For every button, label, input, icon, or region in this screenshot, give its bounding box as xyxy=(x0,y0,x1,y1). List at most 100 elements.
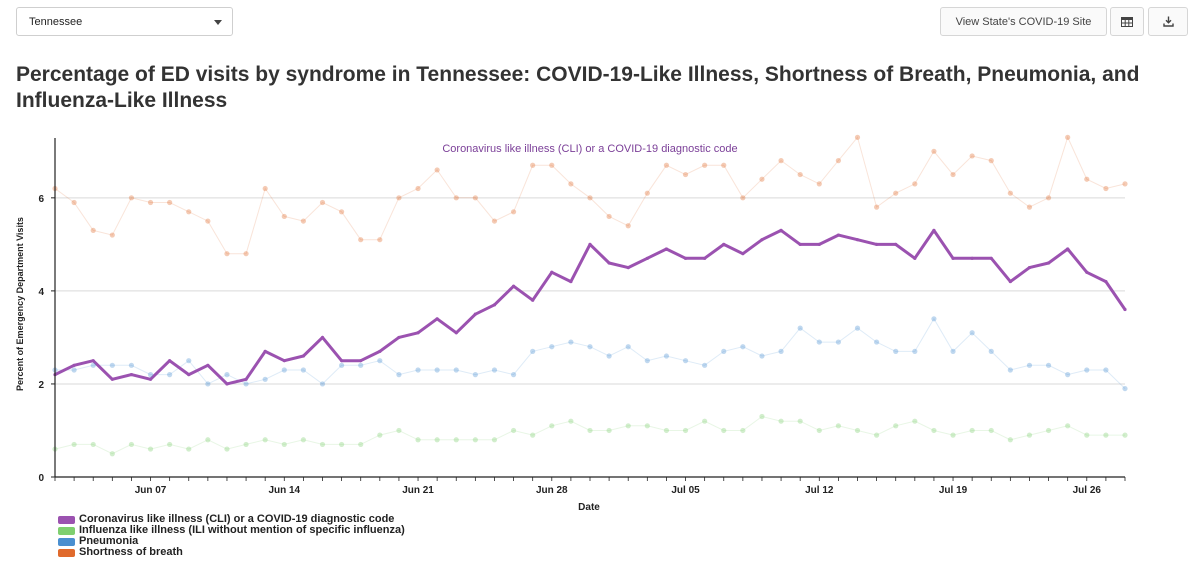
legend-label-sob: Shortness of breath xyxy=(79,546,183,558)
view-state-site-button[interactable]: View State's COVID-19 Site xyxy=(940,7,1107,36)
series-0-point xyxy=(168,359,172,363)
series-2-point xyxy=(128,362,135,368)
y-axis-label: Percent of Emergency Department Visits xyxy=(15,217,25,391)
series-0-point xyxy=(397,335,401,340)
series-0-point xyxy=(722,242,726,246)
series-3-point xyxy=(415,185,421,192)
series-3-point xyxy=(682,171,689,178)
series-1-point xyxy=(109,451,115,457)
legend-label-ili: Influenza like illness (ILI without ment… xyxy=(79,524,405,536)
series-1-point xyxy=(415,437,421,443)
axes xyxy=(54,138,1125,478)
series-1-point xyxy=(1045,427,1052,434)
legend-item-cli[interactable]: Coronavirus like illness (CLI) or a COVI… xyxy=(58,514,405,525)
x-tick-label: Jun 07 xyxy=(135,485,167,496)
series-3-point xyxy=(740,195,746,201)
series-2-point xyxy=(491,367,498,373)
legend-swatch-cli xyxy=(58,515,75,524)
series-0-point xyxy=(1123,307,1127,312)
series-0-point xyxy=(263,349,267,353)
series-3-point xyxy=(262,185,268,192)
series-3-point xyxy=(1065,134,1071,140)
series-2-point xyxy=(702,362,708,368)
series-3-point xyxy=(224,251,230,257)
series-0-point xyxy=(473,312,477,316)
series-0-point xyxy=(187,373,191,377)
series-3-point xyxy=(625,223,631,229)
legend-swatch-pneumonia xyxy=(58,537,75,546)
series-0-point xyxy=(244,377,248,381)
series-2-point xyxy=(472,372,478,378)
series-0-point xyxy=(817,242,821,246)
series-3-point xyxy=(90,227,96,234)
series-2-point xyxy=(319,381,326,387)
series-1-point xyxy=(358,441,364,448)
series-2-point xyxy=(759,353,765,359)
series-2-point xyxy=(835,339,841,345)
series-3-point xyxy=(319,199,326,206)
x-tick-label: Jul 26 xyxy=(1073,485,1102,496)
series-1-point xyxy=(816,427,822,434)
series-2-point xyxy=(1122,385,1128,392)
series-0-point xyxy=(836,233,840,237)
syndrome-line-chart: 0 2 4 6 Jun 07 Jun 14 Jun 21 Jun 28 Jul 05 Jul 12… xyxy=(15,134,1128,513)
series-2-point xyxy=(415,367,421,373)
series-0-point xyxy=(91,359,95,363)
top-bar: Tennessee View State's COVID-19 Site xyxy=(0,0,1200,44)
series-3-point xyxy=(358,237,364,243)
series-1-point xyxy=(319,441,326,448)
series-0-point xyxy=(626,266,630,270)
series-3-point xyxy=(912,181,918,187)
series-lines xyxy=(54,135,1127,455)
series-1-point xyxy=(912,418,918,424)
series-3-point xyxy=(854,134,861,140)
state-select[interactable]: Tennessee xyxy=(16,7,233,36)
series-3-point xyxy=(167,199,173,206)
series-2-point xyxy=(549,344,555,350)
series-1-point xyxy=(721,427,727,434)
series-3-point xyxy=(587,195,593,201)
series-1-point xyxy=(339,441,345,448)
series-3-point xyxy=(950,171,956,178)
series-1-point xyxy=(186,446,192,452)
series-3-point xyxy=(893,190,899,196)
series-0-point xyxy=(282,359,286,363)
chart-title: Coronavirus like illness (CLI) or a COVI… xyxy=(442,143,737,155)
series-2-point xyxy=(797,325,803,331)
series-2-point xyxy=(587,344,593,350)
series-2-point xyxy=(1045,362,1052,368)
series-3-point xyxy=(1045,195,1052,201)
download-button[interactable] xyxy=(1148,7,1188,36)
series-2-point xyxy=(205,381,211,387)
legend-item-sob[interactable]: Shortness of breath xyxy=(58,547,405,558)
series-1-point xyxy=(778,418,784,424)
series-0-point xyxy=(454,331,458,335)
legend-item-ili[interactable]: Influenza like illness (ILI without ment… xyxy=(58,525,405,536)
legend-item-pneumonia[interactable]: Pneumonia xyxy=(58,536,405,547)
series-2-point xyxy=(434,367,440,373)
series-0-line xyxy=(54,228,1127,386)
series-1-point xyxy=(377,432,383,438)
series-1-point xyxy=(300,437,306,443)
series-1-point xyxy=(549,423,555,429)
series-1-point xyxy=(625,423,631,429)
series-3-point xyxy=(472,195,478,201)
series-2-point xyxy=(778,348,784,354)
series-0-point xyxy=(435,317,439,321)
series-3-point xyxy=(644,190,650,196)
series-0-point xyxy=(989,256,993,260)
series-1-point xyxy=(1065,423,1071,429)
series-2-point xyxy=(893,348,899,354)
table-view-button[interactable] xyxy=(1110,7,1144,36)
series-0-point xyxy=(855,238,860,242)
series-3-point xyxy=(1007,190,1013,196)
chevron-down-icon xyxy=(214,20,222,25)
series-1-point xyxy=(835,423,841,429)
series-3-point xyxy=(721,162,727,168)
series-1-point xyxy=(167,441,173,448)
series-1-point xyxy=(702,418,708,424)
series-2-point xyxy=(931,316,937,322)
y-tick-label: 4 xyxy=(38,287,44,298)
series-3-point xyxy=(606,213,612,220)
series-0-point xyxy=(569,279,573,284)
